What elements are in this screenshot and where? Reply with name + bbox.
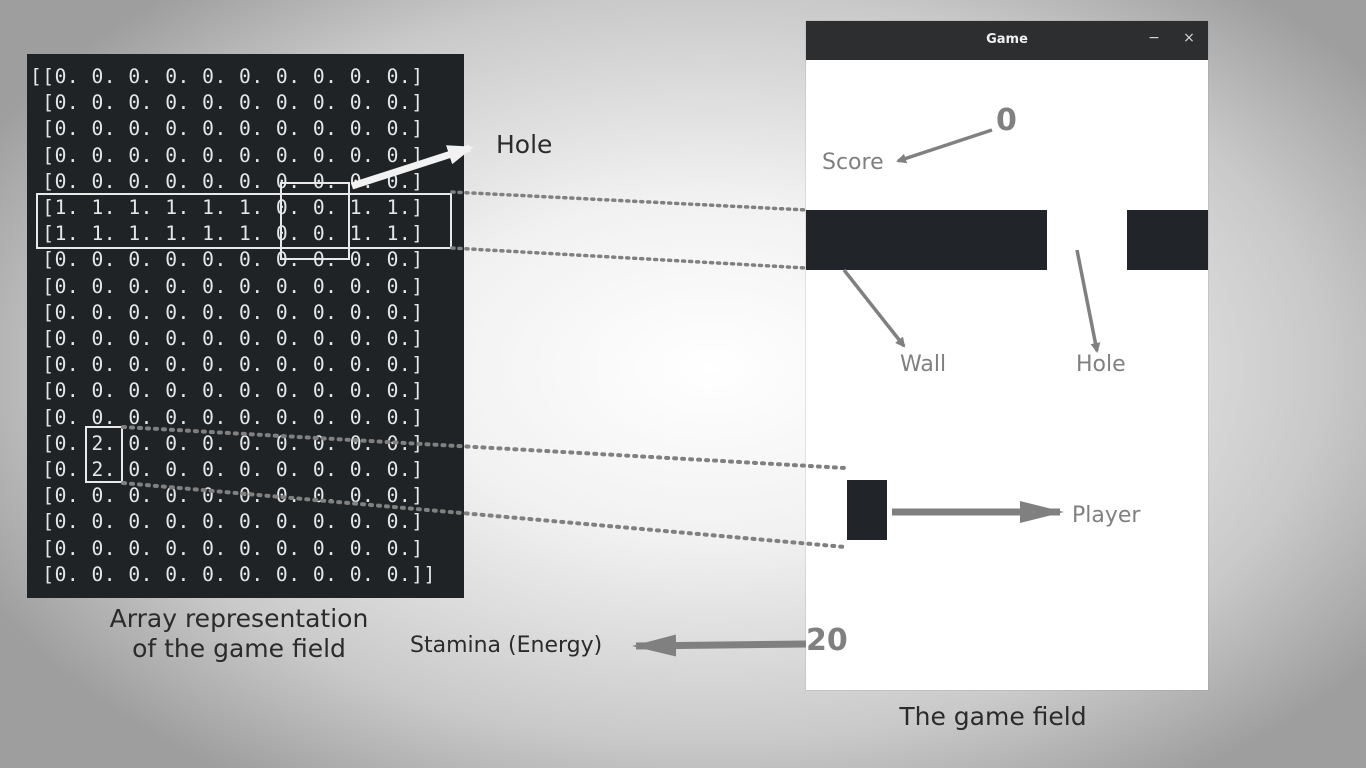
- stamina-label: Stamina (Energy): [410, 633, 603, 658]
- hole-array-label: Hole: [496, 130, 553, 159]
- wall-rows-highlight: [36, 193, 452, 249]
- wall-arrow: [842, 268, 906, 348]
- player-top-connector: [121, 425, 847, 470]
- window-title: Game: [986, 32, 1028, 47]
- array-caption-line2: of the game field: [132, 634, 346, 663]
- player-bottom-connector: [121, 481, 847, 549]
- wall-top-connector: [450, 190, 808, 212]
- hole-cells-highlight: [280, 182, 350, 260]
- player-label: Player: [1072, 503, 1141, 528]
- array-caption: Array representation of the game field: [74, 604, 404, 664]
- score-label: Score: [822, 150, 884, 175]
- array-console: [[0. 0. 0. 0. 0. 0. 0. 0. 0. 0.] [0. 0. …: [27, 54, 464, 598]
- player-block: [847, 480, 887, 540]
- array-text: [[0. 0. 0. 0. 0. 0. 0. 0. 0. 0.] [0. 0. …: [30, 65, 436, 586]
- wall-right-segment: [1127, 210, 1208, 270]
- hole-game-arrow: [1075, 249, 1101, 353]
- hole-game-label: Hole: [1076, 352, 1126, 377]
- wall-label: Wall: [900, 352, 947, 377]
- game-window: Game − × 0 Score Wall Hole Player 20: [806, 21, 1208, 690]
- score-value: 0: [996, 103, 1017, 138]
- close-icon[interactable]: ×: [1183, 30, 1195, 46]
- stamina-arrow: [632, 634, 807, 657]
- hole-array-arrow: [350, 144, 474, 190]
- game-field-caption: The game field: [899, 702, 1087, 731]
- wall-bottom-connector: [450, 246, 808, 270]
- window-titlebar: Game − ×: [806, 21, 1208, 60]
- wall-left-segment: [806, 210, 1047, 270]
- player-cells-highlight: [85, 426, 123, 483]
- minimize-icon[interactable]: −: [1148, 30, 1160, 46]
- score-arrow: [896, 128, 993, 164]
- array-caption-line1: Array representation: [109, 604, 369, 633]
- stamina-value: 20: [806, 623, 848, 658]
